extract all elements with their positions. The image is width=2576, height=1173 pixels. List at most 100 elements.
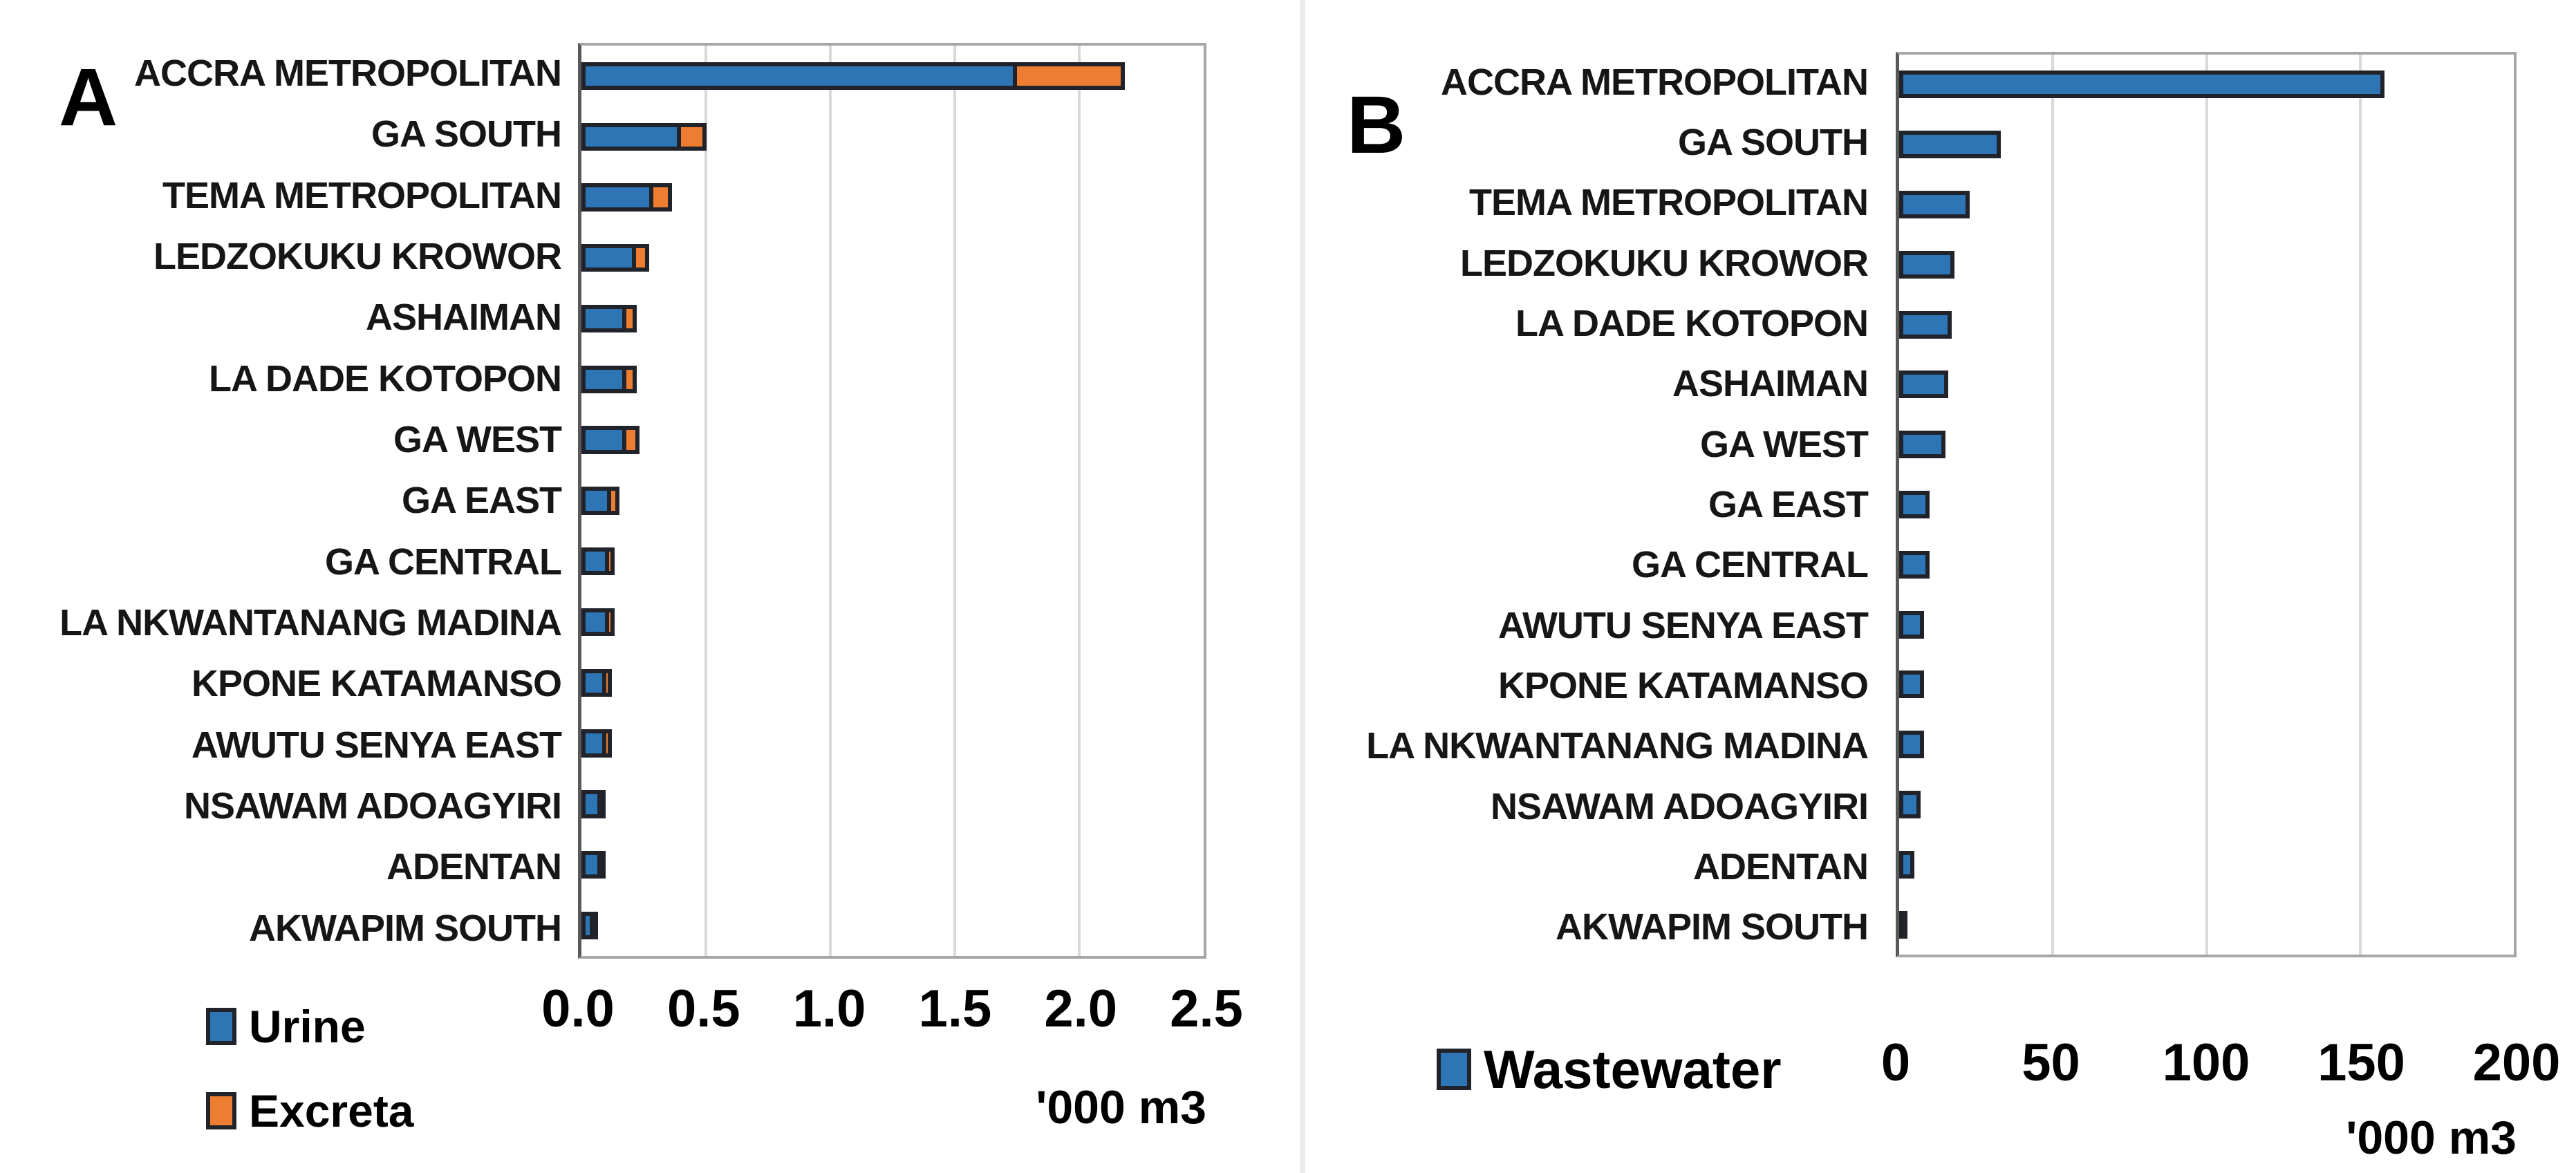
bar [1899, 250, 2514, 279]
bar-row [581, 774, 1204, 835]
category-label: AWUTU SENYA EAST [1497, 604, 1869, 646]
category-label: AWUTU SENYA EAST [191, 724, 562, 766]
category-label: GA WEST [393, 419, 562, 461]
x-tick-label: 0.0 [541, 979, 615, 1038]
bar-row [1899, 594, 2514, 655]
legend-swatch-icon [1437, 1049, 1471, 1090]
bar-segment-wastewater [1899, 71, 2385, 99]
legend-swatch-icon [206, 1092, 236, 1129]
bar-segment-excreta [604, 608, 615, 637]
legend-item-excreta: Excreta [206, 1088, 414, 1134]
bar-segment-wastewater [1899, 431, 1945, 459]
category-label: GA CENTRAL [325, 541, 562, 583]
bar [1899, 670, 2514, 699]
bar-segment-wastewater [1899, 491, 1930, 518]
bar-segment-wastewater [1899, 610, 1924, 639]
bar-row [1899, 115, 2514, 175]
bar [581, 911, 1204, 940]
bar [581, 62, 1204, 91]
bar [1899, 550, 2514, 579]
bar-row [581, 653, 1204, 713]
category-label: TEMA METROPOLITAN [1469, 182, 1869, 224]
bar-row [1899, 175, 2514, 235]
x-tick-label: 1.5 [918, 979, 992, 1038]
bar-segment-urine [581, 122, 681, 151]
bar [1899, 131, 2514, 159]
bar-row [581, 410, 1204, 471]
panel-a-x-axis-ticks: 0.0 0.5 1.0 1.5 2.0 2.5 [541, 979, 1243, 1049]
category-label: NSAWAM ADOAGYIRI [1490, 785, 1869, 827]
bar-row [581, 167, 1204, 228]
bar-row [581, 227, 1204, 288]
bar-row [581, 106, 1204, 167]
bar-row [1899, 715, 2514, 775]
bar [581, 426, 1204, 454]
bar-row [581, 471, 1204, 532]
bar [581, 547, 1204, 576]
bar [1899, 610, 2514, 639]
bar-segment-wastewater [1899, 670, 1924, 699]
gridline [953, 46, 956, 956]
panel-b-category-labels: ACCRA METROPOLITAN GA SOUTH TEMA METROPOLI… [1307, 52, 1869, 957]
bar-segment-excreta [604, 547, 615, 576]
bar [581, 790, 1204, 818]
gridline [2205, 55, 2208, 955]
x-tick-label: 2.0 [1044, 979, 1118, 1038]
x-tick-label: 0.5 [666, 979, 740, 1038]
gridline [704, 46, 707, 956]
bar-segment-urine [581, 183, 654, 212]
category-label: ASHAIMAN [1672, 363, 1869, 405]
category-label: LA DADE KOTOPON [208, 357, 562, 400]
bar-segment-excreta [1013, 62, 1125, 91]
panel-b-x-axis-ticks: 0 50 100 150 200 [1881, 1033, 2561, 1102]
gridline [2358, 55, 2362, 955]
bar-row [581, 349, 1204, 410]
bar [581, 304, 1204, 333]
bar-segment-urine [581, 487, 612, 515]
legend-label: Urine [249, 1001, 366, 1052]
legend-item-urine: Urine [206, 1004, 414, 1049]
bar [581, 122, 1204, 151]
category-label: TEMA METROPOLITAN [162, 174, 562, 216]
x-tick-label: 0 [1880, 1033, 1911, 1092]
bar-segment-urine [581, 365, 626, 394]
legend-swatch-icon [206, 1008, 236, 1045]
category-label: LA DADE KOTOPON [1515, 302, 1869, 344]
bar-segment-wastewater [1899, 250, 1954, 279]
panel-a-x-axis-unit: '000 m3 [1036, 1081, 1206, 1134]
panel-b-letter: B [1347, 79, 1406, 171]
gridline [2051, 55, 2055, 955]
bar-segment-excreta [677, 122, 707, 151]
bar-row [581, 895, 1204, 956]
category-label: KPONE KATAMANSO [1498, 664, 1869, 706]
bar-row [1899, 55, 2514, 115]
category-label: GA WEST [1700, 423, 1869, 465]
bar-row [1899, 534, 2514, 594]
bar [1899, 191, 2514, 218]
bar-segment-wastewater [1899, 191, 1970, 218]
panel-divider [1300, 0, 1305, 1173]
x-tick-label: 100 [2162, 1033, 2250, 1092]
legend-label: Wastewater [1484, 1039, 1782, 1100]
bar-segment-excreta [597, 790, 606, 818]
bar-segment-excreta [590, 911, 598, 940]
bar-segment-wastewater [1899, 910, 1907, 939]
category-label: ASHAIMAN [366, 297, 562, 339]
bar-segment-excreta [597, 851, 606, 879]
bar-segment-wastewater [1899, 731, 1924, 759]
panel-a-bars [581, 46, 1204, 956]
bar [581, 183, 1204, 212]
category-label: LEDZOKUKU KROWOR [1460, 242, 1869, 284]
bar-row [581, 834, 1204, 895]
bar-segment-excreta [602, 668, 613, 697]
bar [581, 244, 1204, 272]
legend-label: Excreta [249, 1085, 414, 1136]
bar [1899, 491, 2514, 518]
category-label: GA EAST [1708, 483, 1869, 525]
legend-item-wastewater: Wastewater [1437, 1042, 1782, 1096]
x-tick-label: 150 [2317, 1033, 2405, 1092]
panel-b-legend: Wastewater [1437, 1042, 1782, 1096]
bar-row [581, 531, 1204, 592]
bar-row [1899, 294, 2514, 355]
